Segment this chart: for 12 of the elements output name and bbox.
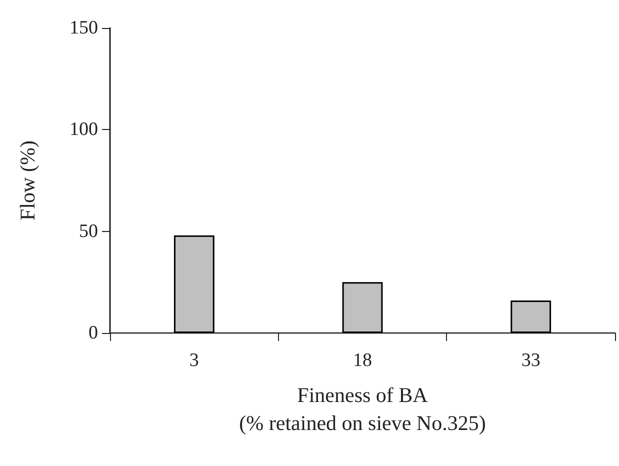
y-tick-label: 0 — [88, 322, 98, 344]
bar — [510, 300, 552, 333]
bar — [342, 282, 383, 333]
x-axis-title: Fineness of BA (% retained on sieve No.325) — [239, 383, 486, 435]
y-axis-title: Flow (%) — [16, 140, 40, 220]
y-tick-label: 150 — [70, 18, 98, 38]
x-tick-label: 18 — [353, 350, 372, 371]
y-tick-label: 100 — [70, 119, 98, 140]
y-tick-label: 50 — [79, 220, 98, 242]
x-tick-label: 3 — [189, 350, 199, 371]
bar — [174, 235, 214, 333]
x-tick-label: 33 — [521, 350, 540, 371]
